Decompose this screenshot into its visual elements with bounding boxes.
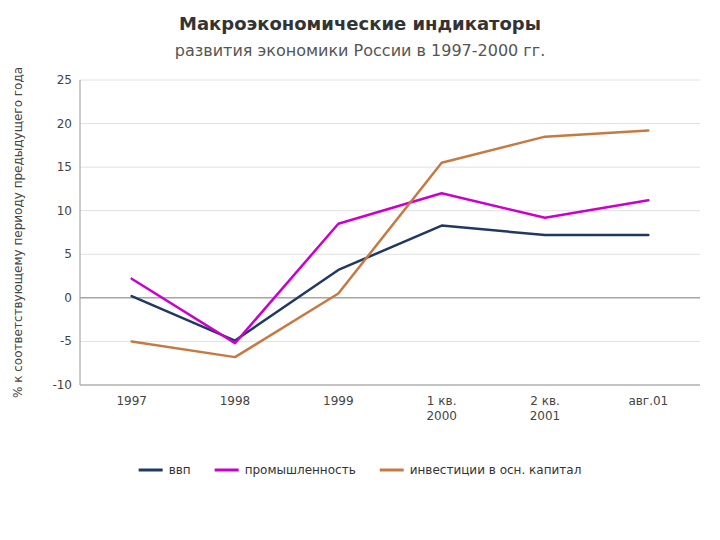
x-tick-label-line: 2000 [426, 409, 457, 423]
x-tick-label-line: 1998 [220, 394, 251, 408]
lines [132, 131, 649, 358]
legend-item: ввп [139, 463, 191, 477]
x-tick-label: 2 кв.2001 [530, 394, 561, 423]
grid-line [80, 167, 700, 168]
grid-line [80, 385, 700, 386]
series-line [132, 226, 649, 341]
legend-item: инвестиции в осн. капитал [380, 463, 582, 477]
x-tick-label-line: 2001 [530, 409, 561, 423]
grid-line [80, 254, 700, 255]
y-tick-label: 25 [57, 73, 72, 87]
y-tick-label: 5 [64, 247, 72, 261]
x-tick-label-line: 1 кв. [427, 394, 457, 408]
x-tick-label: авг.01 [628, 394, 668, 408]
x-tick-label: 1 кв.2000 [426, 394, 457, 423]
legend-swatch [139, 469, 163, 472]
grid-line [80, 210, 700, 211]
subtitle: развития экономики России в 1997-2000 гг… [175, 41, 545, 60]
grid-line [80, 123, 700, 124]
x-axis [80, 385, 700, 386]
y-tick-label: 10 [57, 204, 72, 218]
y-tick-label: 20 [57, 117, 72, 131]
legend-swatch [380, 469, 404, 472]
grid-line [80, 80, 700, 81]
x-tick-label-line: авг.01 [628, 394, 668, 408]
y-axis-label: % к соответствующему периоду предыдущего… [11, 67, 25, 398]
grid-line [80, 297, 700, 298]
legend-label: ввп [169, 463, 191, 477]
y-tick-label: 15 [57, 160, 72, 174]
legend-swatch [215, 469, 239, 472]
series-line [132, 193, 649, 343]
x-tick-label: 1998 [220, 394, 251, 408]
title: Макроэкономические индикаторы [179, 13, 541, 34]
x-tick-label-line: 1999 [323, 394, 354, 408]
x-tick-label-line: 1997 [116, 394, 147, 408]
y-axis [80, 80, 81, 385]
legend-label: промышленность [245, 463, 356, 477]
y-tick-label: -10 [52, 378, 72, 392]
legend: ввп промышленность инвестиции в осн. капит… [139, 463, 582, 477]
legend-label: инвестиции в осн. капитал [410, 463, 582, 477]
grid-line [80, 341, 700, 342]
chart: Макроэкономические индикаторы развития эк… [0, 0, 720, 540]
grid [80, 80, 700, 385]
y-tick-label: 0 [64, 291, 72, 305]
y-tick-label: -5 [60, 334, 72, 348]
legend-item: промышленность [215, 463, 356, 477]
series-line [132, 131, 649, 358]
x-tick-label-line: 2 кв. [530, 394, 560, 408]
x-tick-label: 1997 [116, 394, 147, 408]
x-tick-label: 1999 [323, 394, 354, 408]
